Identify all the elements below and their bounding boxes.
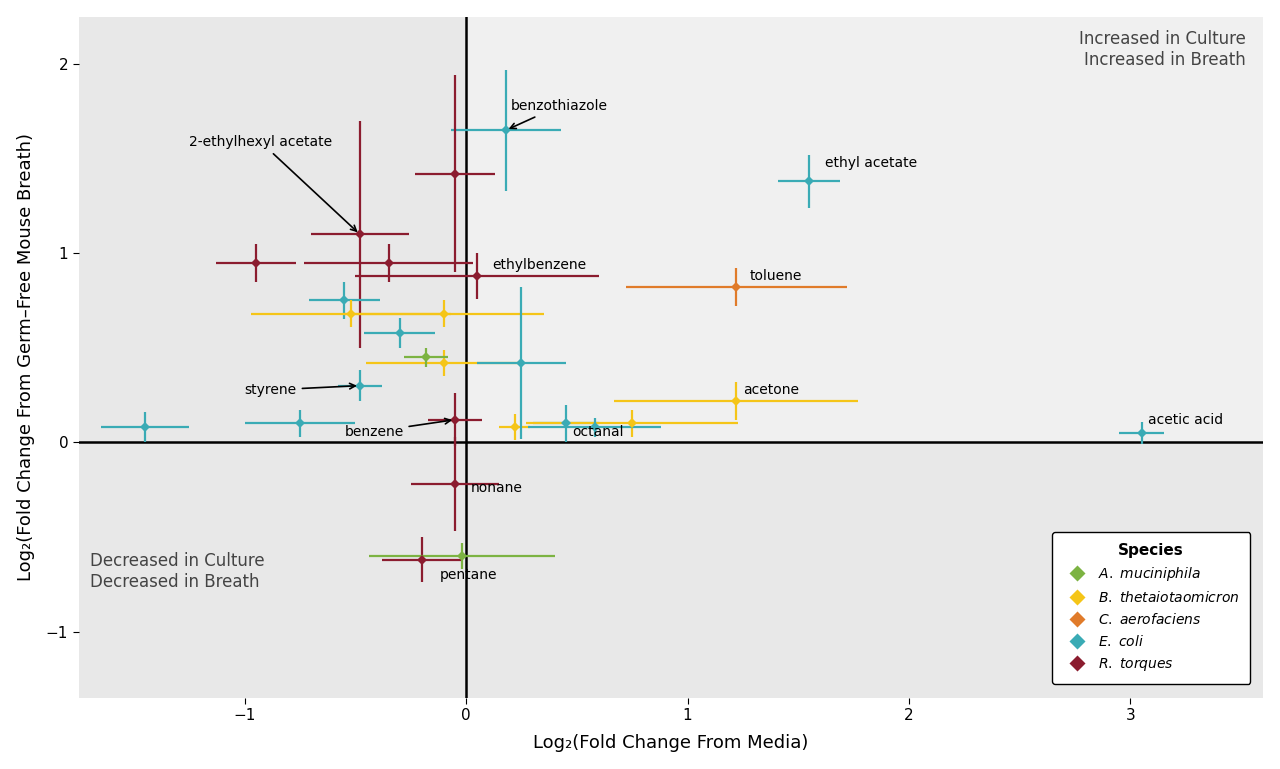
Text: ethylbenzene: ethylbenzene: [493, 258, 586, 272]
Text: toluene: toluene: [750, 269, 803, 284]
Bar: [466, 17, 1263, 442]
Text: Decreased in Culture
Decreased in Breath: Decreased in Culture Decreased in Breath: [90, 552, 264, 591]
Text: pentane: pentane: [439, 568, 497, 582]
Text: acetone: acetone: [742, 383, 799, 397]
Text: styrene: styrene: [244, 383, 355, 397]
Y-axis label: Log₂(Fold Change From Germ–Free Mouse Breath): Log₂(Fold Change From Germ–Free Mouse Br…: [17, 133, 35, 581]
Text: acetic acid: acetic acid: [1148, 413, 1224, 428]
Text: octanal: octanal: [572, 424, 623, 438]
Text: 2-ethylhexyl acetate: 2-ethylhexyl acetate: [189, 135, 356, 231]
X-axis label: Log₂(Fold Change From Media): Log₂(Fold Change From Media): [534, 734, 809, 752]
Text: ethyl acetate: ethyl acetate: [824, 156, 916, 170]
Text: nonane: nonane: [471, 481, 522, 495]
Legend: $\it{A.}$ $\it{muciniphila}$, $\it{B.}$ $\it{thetaiotaomicron}$, $\it{C.}$ $\it{: $\it{A.}$ $\it{muciniphila}$, $\it{B.}$ …: [1052, 532, 1251, 684]
Text: benzothiazole: benzothiazole: [511, 99, 608, 128]
Text: Increased in Culture
Increased in Breath: Increased in Culture Increased in Breath: [1079, 30, 1245, 68]
Text: benzene: benzene: [344, 418, 451, 438]
